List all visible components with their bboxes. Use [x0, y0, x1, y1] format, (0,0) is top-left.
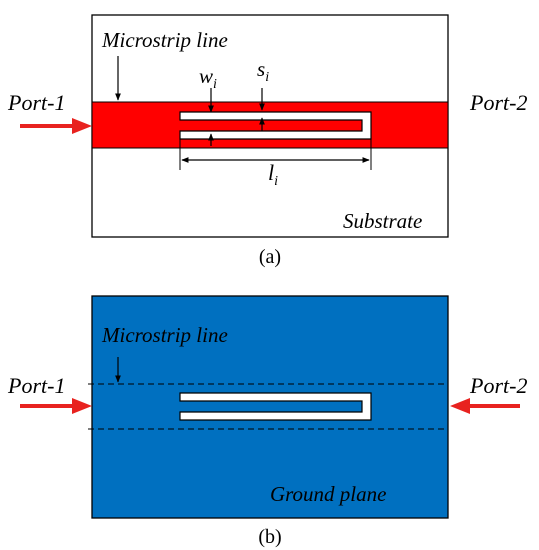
port1-label-b: Port-1	[7, 373, 65, 398]
s-label: si	[257, 57, 269, 85]
ground-hairpin-slot	[179, 392, 372, 421]
port2-label-b: Port-2	[469, 373, 527, 398]
port1-label: Port-1	[7, 90, 65, 115]
ground-plane-label: Ground plane	[270, 482, 386, 506]
w-label: wi	[199, 64, 217, 92]
panel-a: Microstrip line Port-1 Port-2 wi si li S…	[7, 14, 527, 268]
port1-arrow	[20, 118, 92, 134]
microstrip-line-label-b: Microstrip line	[101, 323, 228, 347]
port2-arrow-b	[450, 398, 520, 414]
l-label: li	[268, 160, 278, 189]
caption-b: (b)	[258, 526, 281, 548]
panel-b: Microstrip line Port-1 Port-2 Ground pla…	[7, 295, 527, 548]
port1-arrow-b	[20, 398, 92, 414]
caption-a: (a)	[259, 246, 281, 268]
ground-plane-rect	[91, 295, 449, 519]
hairpin-slot	[179, 111, 372, 140]
microstrip-line-label: Microstrip line	[101, 28, 228, 52]
substrate-label: Substrate	[343, 209, 422, 233]
port2-label: Port-2	[469, 90, 527, 115]
microstrip-strip	[91, 101, 449, 149]
